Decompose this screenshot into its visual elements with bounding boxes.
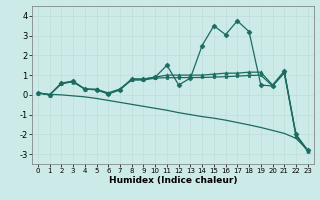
X-axis label: Humidex (Indice chaleur): Humidex (Indice chaleur) bbox=[108, 176, 237, 185]
